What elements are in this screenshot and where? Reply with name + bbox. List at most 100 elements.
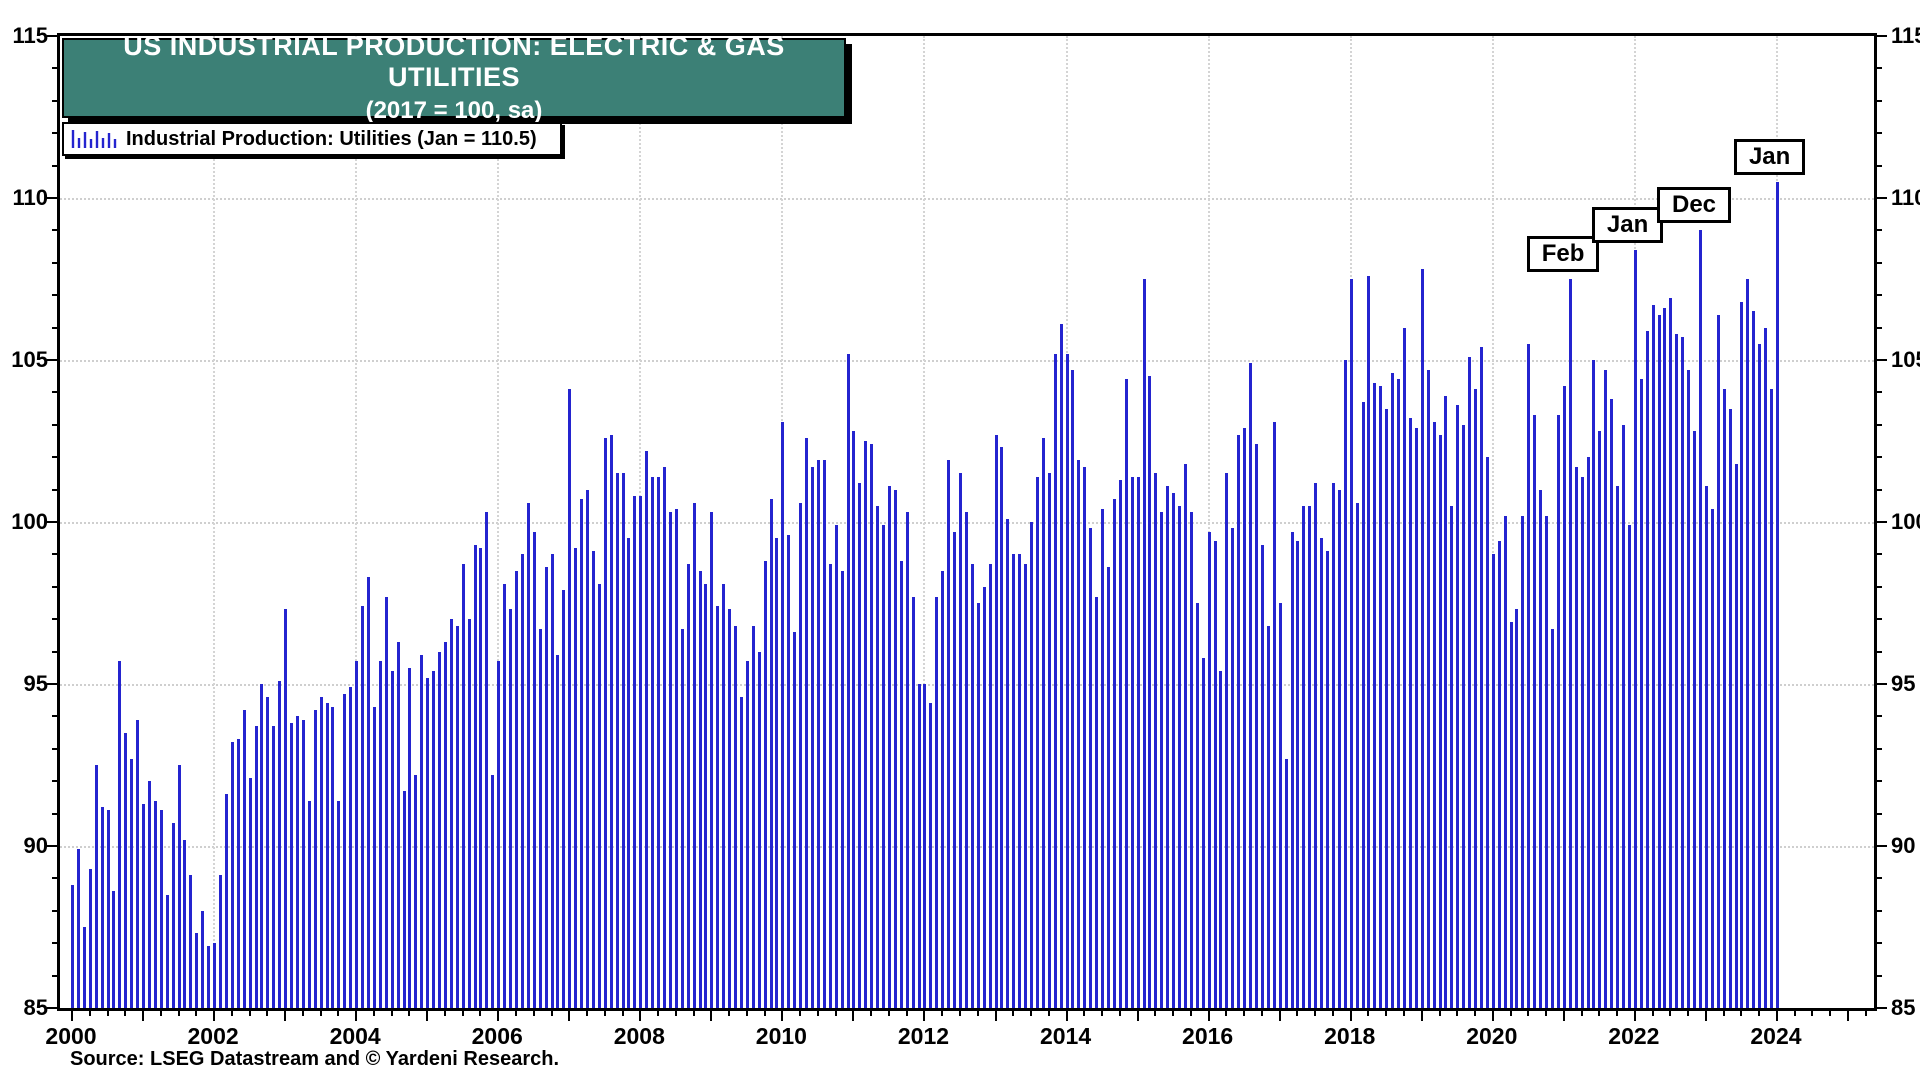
legend: Industrial Production: Utilities (Jan = … [62, 122, 562, 156]
bar [1148, 376, 1152, 1008]
x-label-2010: 2010 [755, 1023, 807, 1049]
bar [1243, 428, 1247, 1008]
gridline-v-2006 [497, 36, 500, 1008]
y-tick-right-87 [1877, 942, 1882, 945]
x-tick-2000-q2 [88, 1011, 91, 1016]
bar [213, 943, 217, 1008]
bar [1249, 363, 1253, 1008]
bar [1314, 483, 1318, 1008]
x-tick-2002-q3 [248, 1011, 251, 1016]
x-tick-2003 [284, 1011, 287, 1021]
bar [165, 894, 169, 1008]
y-tick-right-110 [1877, 197, 1887, 199]
bar [313, 709, 317, 1008]
bar [1077, 460, 1081, 1008]
bar [775, 538, 779, 1008]
bar [1770, 389, 1774, 1008]
bar [1047, 473, 1051, 1008]
bar [1551, 628, 1554, 1008]
bar [1118, 479, 1122, 1008]
x-tick-2008 [639, 1011, 642, 1021]
y-tick-left-114 [52, 67, 57, 70]
bar [159, 810, 163, 1008]
bar [704, 583, 708, 1008]
bar [497, 661, 501, 1008]
x-tick-2004-q2 [372, 1011, 375, 1016]
bar [1349, 279, 1353, 1008]
chart-title-box: US INDUSTRIAL PRODUCTION: ELECTRIC & GAS… [62, 31, 846, 124]
bar [846, 353, 850, 1008]
y-label-left-100: 100 [11, 509, 48, 534]
bar [455, 625, 459, 1008]
y-tick-left-109 [52, 229, 57, 232]
bar [591, 551, 595, 1008]
bar [680, 628, 684, 1008]
bar [970, 564, 974, 1008]
bar [816, 460, 820, 1008]
x-tick-2021-q4 [1616, 1011, 1619, 1016]
bar [343, 693, 347, 1008]
bar [355, 661, 359, 1008]
y-label-right-90: 90 [1891, 833, 1916, 858]
bar [1030, 522, 1034, 1008]
bar [887, 486, 891, 1008]
y-tick-left-107 [52, 294, 57, 297]
x-tick-2018-q4 [1403, 1011, 1405, 1016]
gridline-v-2020 [1491, 36, 1494, 1008]
bar [248, 777, 252, 1008]
x-tick-2020-q3 [1527, 1011, 1530, 1016]
x-tick-2019-q2 [1438, 1011, 1441, 1016]
bar [639, 496, 643, 1008]
bar [793, 632, 797, 1008]
bar [876, 505, 880, 1008]
bar [260, 684, 264, 1008]
y-tick-left-85 [47, 1007, 57, 1009]
bar [609, 434, 613, 1008]
y-tick-right-102 [1877, 456, 1882, 459]
bar [728, 609, 732, 1008]
y-tick-right-103 [1877, 423, 1882, 426]
bar [769, 499, 773, 1008]
bar [94, 765, 98, 1008]
bar [479, 547, 483, 1008]
y-tick-left-89 [52, 877, 57, 880]
bar [1474, 389, 1478, 1008]
bar [1225, 473, 1229, 1008]
legend-label: Industrial Production: Utilities (Jan = … [126, 127, 537, 150]
bar [1414, 428, 1418, 1008]
bar [1154, 473, 1158, 1008]
bar [1219, 671, 1223, 1008]
bar [929, 703, 933, 1008]
bar [734, 625, 738, 1008]
bar [882, 525, 886, 1008]
x-tick-2021 [1562, 1011, 1565, 1021]
bar [597, 583, 601, 1008]
bar [580, 499, 584, 1008]
x-tick-2025 [1847, 1011, 1849, 1021]
y-label-right-105: 105 [1891, 347, 1920, 372]
bar [1006, 518, 1010, 1008]
bar [1136, 476, 1140, 1008]
bar [1580, 476, 1584, 1008]
bar [1503, 515, 1507, 1008]
bar [461, 564, 465, 1008]
bar [1509, 622, 1513, 1008]
gridline-v-2016 [1207, 36, 1210, 1008]
x-tick-2019-q3 [1456, 1011, 1459, 1016]
bar [1491, 554, 1495, 1008]
bar [1639, 379, 1643, 1008]
bar [1367, 275, 1371, 1008]
bar [242, 709, 246, 1008]
y-tick-left-98 [52, 585, 57, 588]
y-label-right-110: 110 [1891, 185, 1920, 210]
bar [1764, 327, 1768, 1008]
y-tick-right-97 [1877, 618, 1882, 621]
x-tick-2016-q2 [1225, 1011, 1228, 1016]
bar [278, 680, 282, 1008]
bar [781, 421, 785, 1008]
gridline-v-2012 [923, 36, 926, 1008]
bar [1112, 499, 1116, 1008]
bar [361, 606, 365, 1008]
gridline-v-2002 [213, 36, 216, 1008]
bar [994, 434, 998, 1008]
